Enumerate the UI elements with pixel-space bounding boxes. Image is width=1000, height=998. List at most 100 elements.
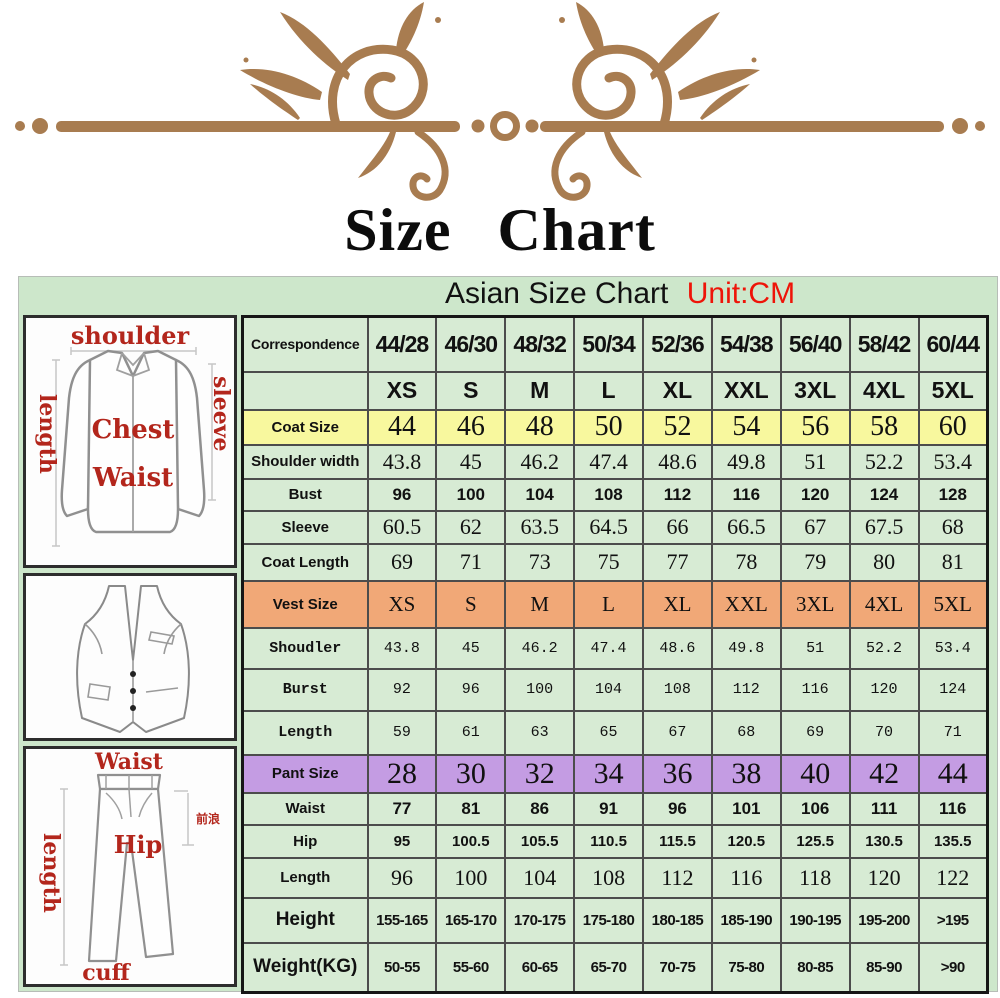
row-label: Weight(KG) [241,941,369,994]
table-cell: 104 [573,667,644,712]
table-cell: 170-175 [504,896,576,944]
table-cell: XS [366,579,438,629]
table-cell: 48 [504,408,576,446]
table-cell: 135.5 [917,823,989,859]
table-cell: 86 [504,791,576,826]
table-cell: 116 [710,477,782,512]
table-cell: 56/40 [779,315,851,373]
table-cell: 125.5 [779,823,851,859]
table-cell: 70-75 [642,941,713,994]
table-cell: XXL [710,370,782,411]
table-cell: L [573,370,644,411]
table-cell: 30 [435,753,507,794]
table-cell: 45 [435,443,507,480]
table-cell: 3XL [779,370,851,411]
table-cell: 49.8 [710,443,782,480]
table-cell: 68 [917,509,989,545]
jacket-sleeve-label: sleeve [208,376,234,452]
row-label: Bust [241,477,369,512]
table-cell: 81 [435,791,507,826]
table-row: Shoudler 43.8 45 46.2 47.4 48.6 49.8 51 52.2 53.4 [241,626,989,670]
table-cell: 75-80 [710,941,782,994]
jacket-drawing-icon: shoulder length sleeve Chest Waist [34,321,234,547]
size-chart-panel: Asian Size Chart Unit:CM [18,276,998,994]
table-cell: 106 [779,791,851,826]
pants-diagram: Waist length Hip cuff 前浪 [23,746,237,987]
table-row: Shoulder width 43.8 45 46.2 47.4 48.6 49.8 51 52… [241,443,989,480]
table-cell: 190-195 [779,896,851,944]
row-label: Length [241,709,369,756]
table-cell: 44 [366,408,438,446]
pants-length-label: length [38,833,64,913]
table-cell: 118 [779,856,851,899]
row-label: Coat Size [241,408,369,446]
row-label: Height [241,896,369,944]
table-cell: 51 [779,626,851,670]
table-cell: 4XL [848,370,920,411]
diagram-column: shoulder length sleeve Chest Waist [23,315,237,994]
table-row: Length 96 100 104 108 112 116 118 120 122 [241,856,989,899]
jacket-waist-label: Waist [92,463,173,493]
table-cell: 105.5 [504,823,576,859]
jacket-length-label: length [34,394,60,474]
table-cell: S [435,370,507,411]
table-cell: 108 [573,856,644,899]
table-cell: 43.8 [366,443,438,480]
table-row: Waist 77 81 86 91 96 101 106 111 116 [241,791,989,826]
table-cell: 61 [435,709,507,756]
table-cell: 53.4 [917,626,989,670]
table-cell: 120.5 [710,823,782,859]
table-cell: 96 [366,856,438,899]
table-cell: 38 [710,753,782,794]
table-cell: 58 [848,408,920,446]
table-cell: 5XL [917,370,989,411]
vest-diagram [23,573,237,741]
pants-rise-label: 前浪 [196,811,220,826]
row-label: Burst [241,667,369,712]
jacket-chest-label: Chest [92,415,175,445]
table-cell: 112 [642,477,713,512]
row-label: Waist [241,791,369,826]
table-cell: 4XL [848,579,920,629]
table-cell: 47.4 [573,626,644,670]
jacket-shoulder-label: shoulder [71,321,190,350]
table-cell: 175-180 [573,896,644,944]
table-cell: 69 [779,709,851,756]
row-label: Shoudler [241,626,369,670]
table-cell: 130.5 [848,823,920,859]
table-cell: 111 [848,791,920,826]
table-cell: 3XL [779,579,851,629]
table-cell: 100.5 [435,823,507,859]
table-cell: M [504,579,576,629]
table-cell: 69 [366,542,438,582]
table-cell: 52.2 [848,443,920,480]
table-cell: 77 [366,791,438,826]
table-row: Length 59 61 63 65 67 68 69 70 71 [241,709,989,756]
table-cell: 34 [573,753,644,794]
subtitle-bar: Asian Size Chart Unit:CM [19,277,997,315]
table-cell: XS [366,370,438,411]
table-cell: 110.5 [573,823,644,859]
table-cell: XL [642,579,713,629]
row-label: Sleeve [241,509,369,545]
table-row: Burst 92 96 100 104 108 112 116 120 124 [241,667,989,712]
table-cell: 63.5 [504,509,576,545]
table-cell: 96 [366,477,438,512]
size-table-body: Correspondence 44/28 46/30 48/32 50/34 52/36 5… [241,315,989,994]
table-cell: 104 [504,477,576,512]
table-cell: 108 [573,477,644,512]
jacket-diagram: shoulder length sleeve Chest Waist [23,315,237,568]
table-cell: 44 [917,753,989,794]
table-cell: 124 [848,477,920,512]
table-cell: XL [642,370,713,411]
table-row: XS S M L XL XXL 3XL 4XL 5XL [241,370,989,411]
table-cell: 67.5 [848,509,920,545]
table-row: Coat Size 44 46 48 50 52 54 56 58 60 [241,408,989,446]
table-cell: 75 [573,542,644,582]
table-cell: 66.5 [710,509,782,545]
table-cell: 79 [779,542,851,582]
table-cell: 47.4 [573,443,644,480]
vest-buttons [130,671,136,711]
table-cell: 42 [848,753,920,794]
table-cell: 52 [642,408,713,446]
